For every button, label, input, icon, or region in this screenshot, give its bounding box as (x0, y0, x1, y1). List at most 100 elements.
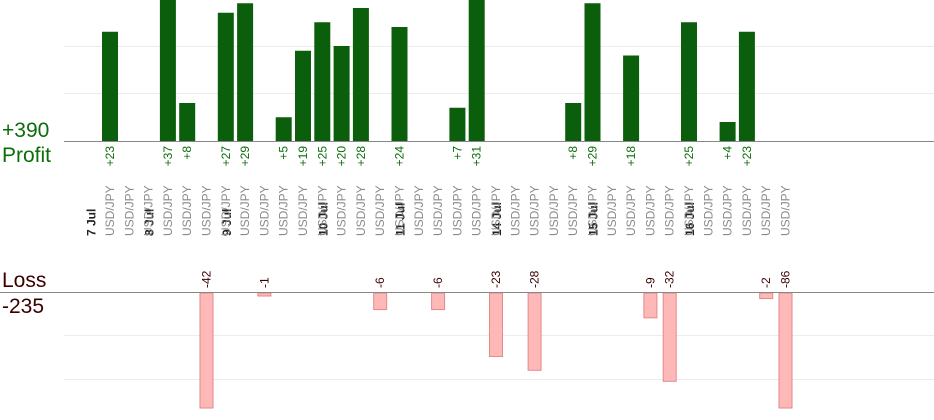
category-labels: 7 Jul 8 Jul 9 Jul 10 Jul 11 Jul 14 Jul 15 Jul 1… (85, 185, 793, 236)
pair-label: USD/JPY (161, 185, 175, 236)
profit-bars (102, 0, 755, 141)
pair-label: USD/JPY (103, 185, 117, 236)
loss-bar (643, 292, 658, 319)
profit-bar (333, 46, 350, 141)
profit-value-label: +5 (277, 146, 291, 160)
profit-bar (179, 103, 196, 141)
loss-bar (257, 292, 272, 297)
loss-value-label: -28 (528, 270, 542, 288)
pair-label: USD/JPY (489, 185, 503, 236)
pair-label: USD/JPY (547, 185, 561, 236)
pair-label: USD/JPY (354, 185, 368, 236)
profit-value-label: +37 (161, 146, 175, 167)
pair-label: USD/JPY (779, 185, 793, 236)
pair-label: USD/JPY (412, 185, 426, 236)
pair-label: USD/JPY (122, 185, 136, 236)
pair-label: USD/JPY (508, 185, 522, 236)
profit-bar (719, 122, 736, 141)
profit-grid (64, 46, 934, 94)
date-label: 14 Jul (490, 202, 504, 236)
profit-bar (237, 3, 254, 141)
date-label: 7 Jul (85, 209, 99, 236)
loss-bars (199, 292, 793, 409)
loss-value-label: -9 (643, 277, 657, 288)
loss-value-label: -1 (257, 277, 271, 288)
loss-bar (662, 292, 677, 382)
date-label: 9 Jul (220, 209, 234, 236)
profit-label: Profit (2, 144, 52, 167)
date-label: 16 Jul (683, 202, 697, 236)
loss-value-label: -23 (489, 270, 503, 288)
profit-value-label: +19 (296, 146, 310, 167)
pair-label: USD/JPY (335, 185, 349, 236)
pair-label: USD/JPY (605, 185, 619, 236)
loss-label: Loss (2, 269, 47, 292)
pair-label: USD/JPY (528, 185, 542, 236)
pair-label: USD/JPY (470, 185, 484, 236)
profit-bar (681, 22, 697, 141)
profit-bar (217, 12, 234, 141)
profit-bar (449, 107, 466, 141)
date-label: 10 Jul (316, 202, 330, 236)
profit-bar (623, 55, 640, 141)
profit-bar (275, 117, 292, 141)
profit-bar (352, 8, 369, 141)
profit-total: +390 (2, 119, 50, 142)
loss-value-label: -42 (200, 270, 214, 288)
loss-bar (759, 292, 774, 300)
pair-label: USD/JPY (663, 185, 677, 236)
pair-label: USD/JPY (180, 185, 194, 236)
profit-bar (159, 0, 176, 141)
loss-value-label: -6 (431, 277, 445, 288)
loss-value-label: -86 (779, 270, 793, 288)
pair-label: USD/JPY (701, 185, 715, 236)
pair-label: USD/JPY (200, 185, 214, 236)
profit-bar (565, 103, 582, 141)
loss-value-label: -32 (663, 270, 677, 288)
profit-value-label: +25 (315, 146, 329, 167)
loss-value-label: -2 (759, 277, 773, 288)
loss-value-label: -6 (373, 277, 387, 288)
pair-label: USD/JPY (257, 185, 271, 236)
profit-value-label: +29 (586, 146, 600, 167)
loss-bar (199, 292, 214, 409)
pair-label: USD/JPY (759, 185, 773, 236)
date-label: 11 Jul (393, 203, 407, 236)
profit-value-label: +8 (180, 146, 194, 160)
profit-value-label: +24 (393, 146, 407, 167)
profit-value-label: +7 (450, 146, 464, 160)
profit-bar (468, 0, 485, 141)
pair-label: USD/JPY (277, 185, 291, 236)
loss-bar (489, 292, 503, 357)
profit-value-label: +29 (238, 146, 252, 167)
pair-label: USD/JPY (142, 185, 156, 236)
pair-label: USD/JPY (238, 185, 252, 236)
profit-value-label: +31 (470, 146, 484, 167)
pair-label: USD/JPY (296, 185, 310, 236)
profit-value-labels: +23 +37 +8 +27 +29 +5 +19 +25 +20 +28 +24 +7 +31 +8 +2… (103, 146, 754, 167)
profit-value-label: +28 (354, 146, 368, 167)
date-label: 15 Jul (586, 202, 600, 236)
profit-bar (314, 22, 331, 141)
profit-bar (102, 31, 118, 141)
pair-label: USD/JPY (450, 185, 464, 236)
pair-label: USD/JPY (643, 185, 657, 236)
profit-value-label: +20 (335, 146, 349, 167)
pair-label: USD/JPY (431, 185, 445, 236)
profit-value-label: +23 (740, 146, 754, 167)
pair-label: USD/JPY (682, 185, 696, 236)
profit-value-label: +8 (566, 146, 580, 160)
pair-label: USD/JPY (219, 185, 233, 236)
pair-label: USD/JPY (566, 185, 580, 236)
pair-label: USD/JPY (624, 185, 638, 236)
profit-value-label: +23 (103, 146, 117, 167)
loss-bar (527, 292, 542, 371)
loss-bar (431, 292, 446, 311)
profit-value-label: +25 (682, 146, 696, 167)
loss-total: -235 (2, 295, 45, 318)
date-label: 8 Jul (143, 209, 157, 236)
profit-bar (584, 3, 601, 141)
pair-label: USD/JPY (740, 185, 754, 236)
profit-bar (391, 27, 408, 141)
